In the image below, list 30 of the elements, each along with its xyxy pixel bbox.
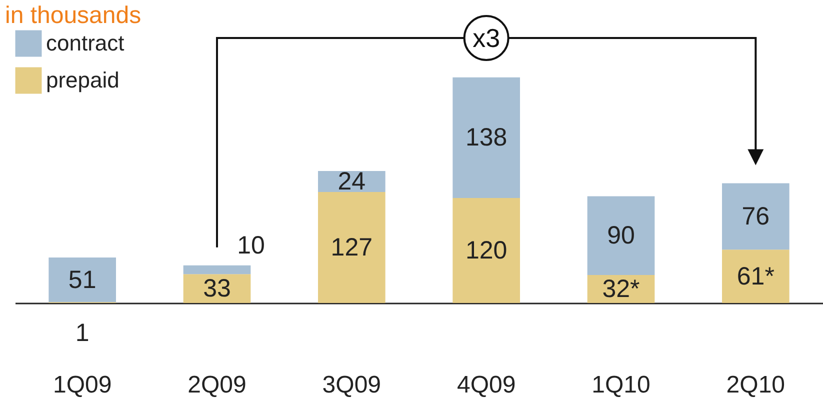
data-label: 10 [237,231,265,260]
chart-title: in thousands [5,2,142,29]
data-label: 138 [465,124,508,152]
bar [318,192,386,303]
x-tick-label: 4Q09 [456,372,516,398]
data-label: 32* [602,275,640,304]
legend-label: contract [46,30,124,56]
bar [452,77,520,198]
bar [183,265,251,274]
data-label: 61* [736,262,775,290]
x-tick-label: 2Q10 [726,372,786,398]
bar [48,258,116,302]
bar [587,196,655,276]
x-tick-label: 1Q10 [592,372,650,398]
data-label: 76 [742,202,770,230]
data-label: 90 [607,222,635,250]
data-label: 24 [338,167,366,196]
data-label: 120 [465,236,508,265]
legend-label: prepaid [46,68,120,92]
data-label: 51 [68,266,96,294]
bar [452,198,520,303]
bar [722,183,790,250]
x-tick-label: 3Q09 [322,372,382,398]
data-label: 33 [203,274,231,303]
data-label: 1 [75,319,90,347]
x-tick-label: 1Q09 [52,372,112,398]
data-label: 127 [330,233,373,262]
text: x3 [472,23,500,53]
x-tick-label: 2Q09 [188,372,246,398]
bar [722,250,790,303]
